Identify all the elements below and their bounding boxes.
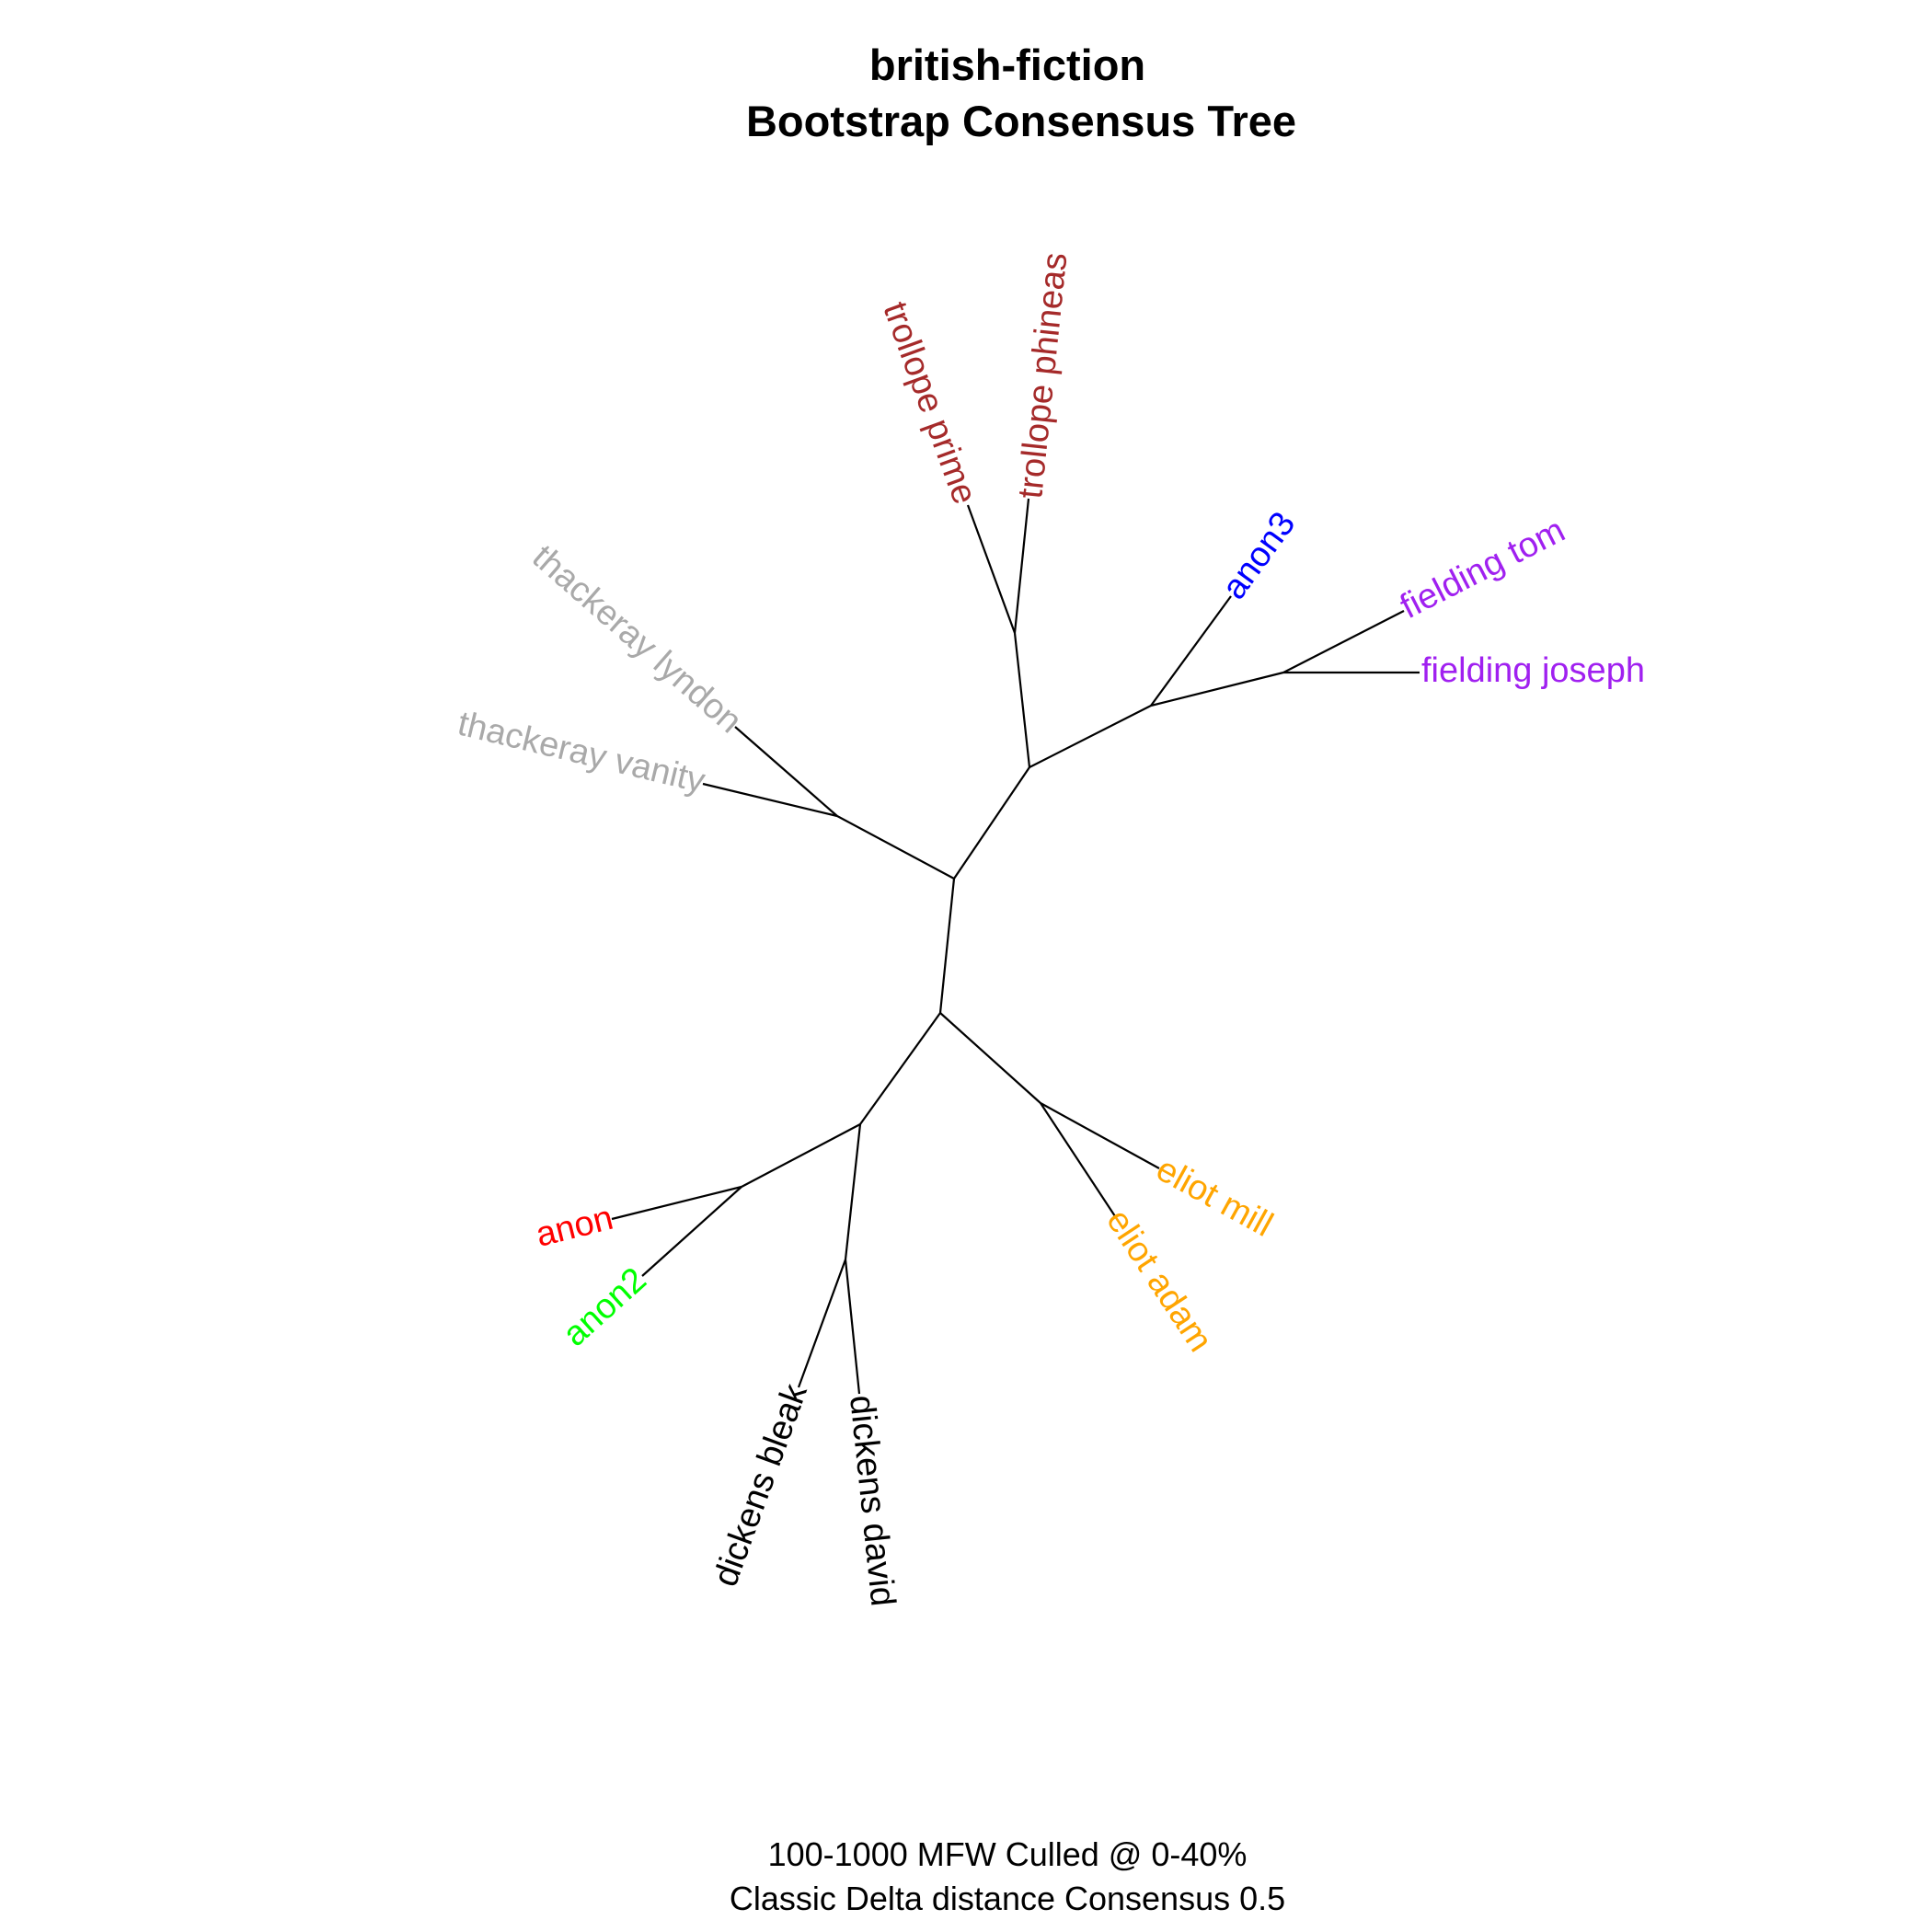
branch-right-to-fielding bbox=[1150, 671, 1284, 707]
branch-trollope-prime bbox=[966, 504, 1017, 634]
tip-label-anon2: anon2 bbox=[556, 1260, 654, 1354]
branch-thackeray-vanity bbox=[702, 782, 838, 818]
branch-eliot-mill bbox=[1040, 1102, 1160, 1169]
branch-anon3 bbox=[1150, 595, 1232, 707]
branch-dickens-bleak bbox=[797, 1259, 847, 1388]
tip-label-dickens-david: dickens david bbox=[842, 1394, 902, 1608]
branch-root-to-upper bbox=[953, 766, 1030, 880]
branch-eliot-adam bbox=[1040, 1102, 1116, 1217]
tip-label-fielding-tom: fielding tom bbox=[1395, 511, 1571, 627]
branch-left-to-anon bbox=[741, 1123, 861, 1188]
figure-caption-line-2: Classic Delta distance Consensus 0.5 bbox=[730, 1880, 1285, 1917]
tip-label-thackeray-lyndon: thackeray lyndon bbox=[524, 537, 749, 741]
tip-label-fielding-joseph: fielding joseph bbox=[1421, 651, 1645, 690]
branch-fielding-tom bbox=[1282, 610, 1405, 673]
branch-anon bbox=[611, 1185, 742, 1221]
tip-label-trollope-prime: trollope prime bbox=[875, 297, 983, 510]
branch-lower-to-eliot bbox=[939, 1012, 1041, 1104]
figure-title-line-2: Bootstrap Consensus Tree bbox=[746, 97, 1296, 145]
branch-dickens-david bbox=[844, 1259, 861, 1395]
branch-thackeray-lyndon bbox=[734, 726, 838, 817]
tip-label-anon: anon bbox=[532, 1199, 616, 1255]
tip-label-dickens-bleak: dickens bleak bbox=[707, 1378, 816, 1592]
branch-left-to-dickens bbox=[844, 1123, 862, 1260]
branch-anon2 bbox=[641, 1186, 742, 1277]
branch-central bbox=[938, 878, 956, 1014]
tree-branches bbox=[611, 498, 1420, 1395]
tip-label-anon3: anon3 bbox=[1214, 505, 1303, 606]
tip-label-trollope-phineas: trollope phineas bbox=[1011, 251, 1075, 500]
branch-root-to-thackeray bbox=[836, 815, 955, 880]
branch-upper-to-right bbox=[1029, 705, 1152, 768]
tree-tip-labels: trollope phineas trollope prime anon3 fi… bbox=[454, 251, 1645, 1608]
figure-caption-line-1: 100-1000 MFW Culled @ 0-40% bbox=[768, 1835, 1248, 1873]
tip-label-eliot-adam: eliot adam bbox=[1098, 1202, 1220, 1358]
tip-label-thackeray-vanity: thackeray vanity bbox=[454, 705, 709, 801]
branch-trollope-phineas bbox=[1013, 498, 1030, 634]
branch-upper-to-trollope bbox=[1013, 632, 1031, 768]
branch-lower-to-left bbox=[859, 1012, 941, 1125]
figure-title-line-1: british-fiction bbox=[869, 40, 1145, 89]
tip-label-eliot-mill: eliot mill bbox=[1150, 1150, 1280, 1245]
